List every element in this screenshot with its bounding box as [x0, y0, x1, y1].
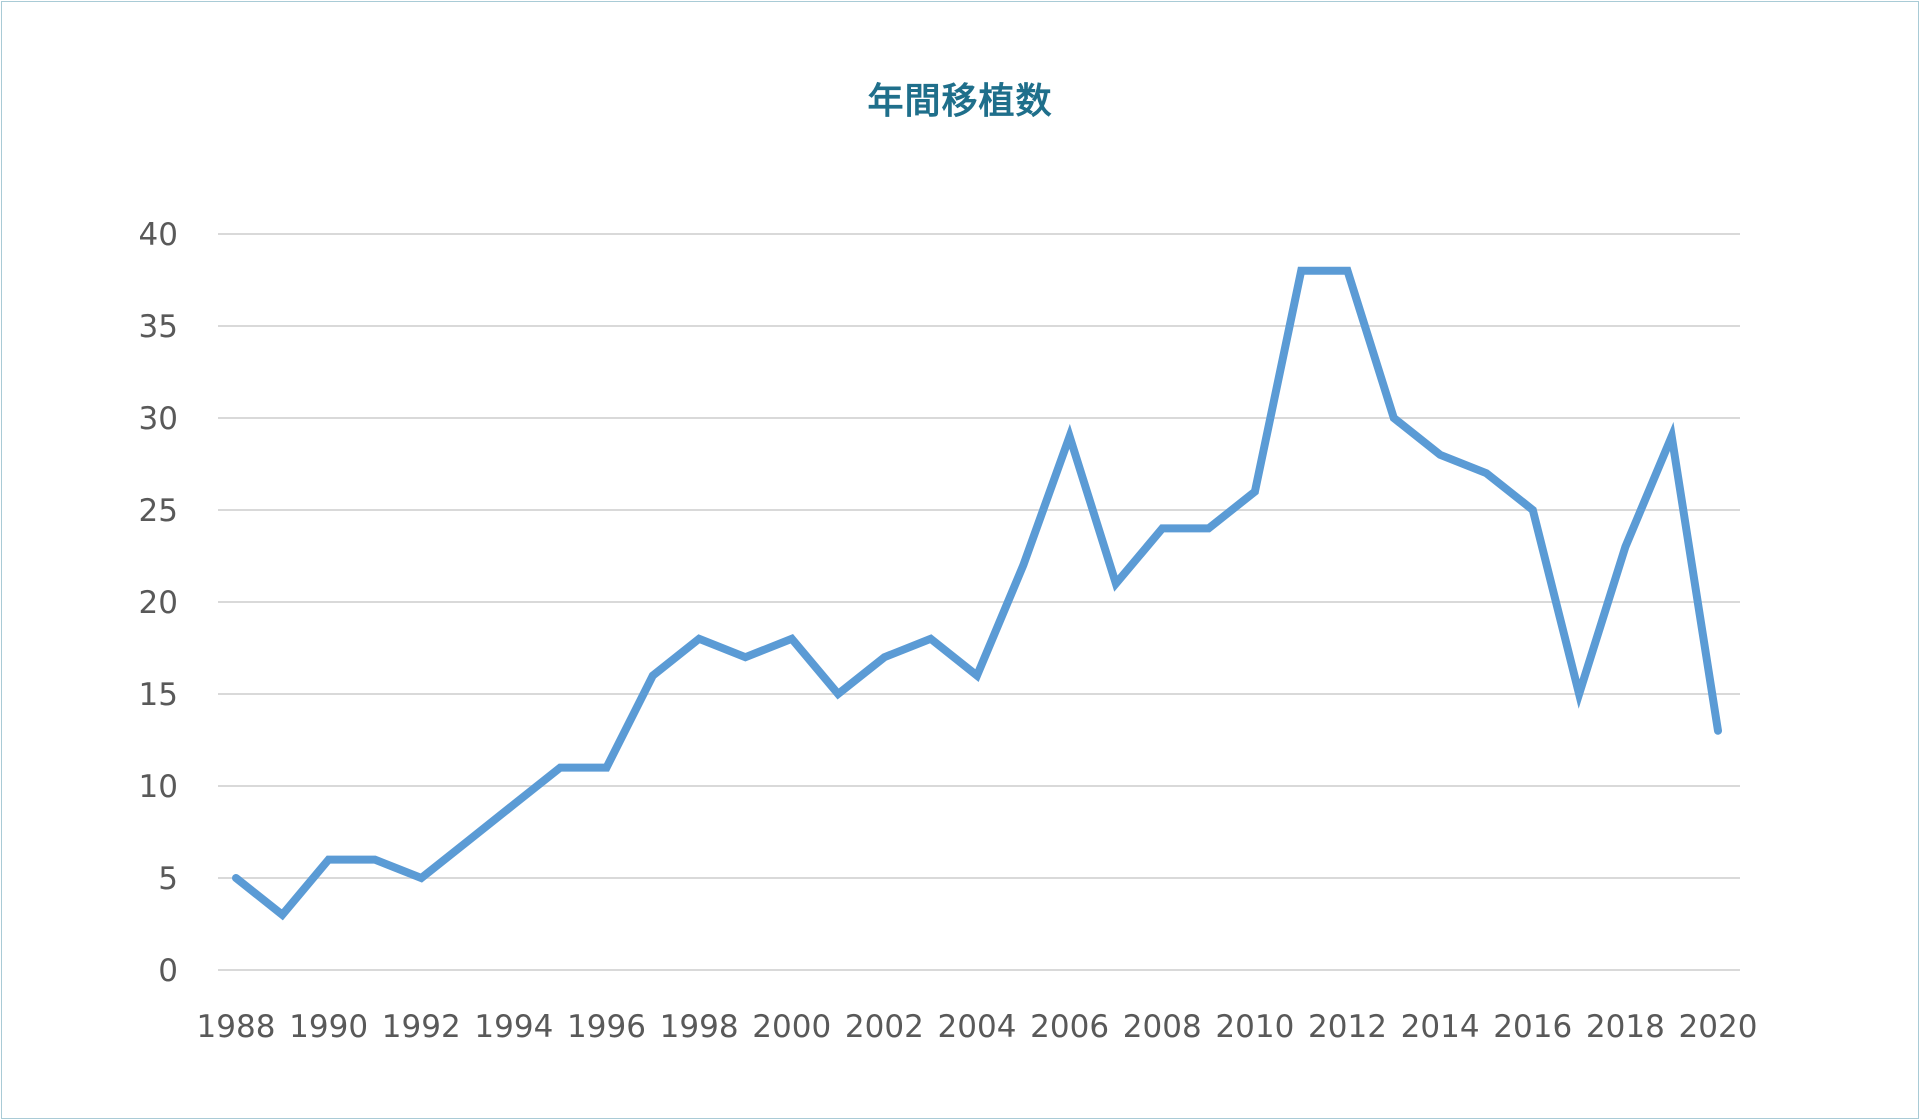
x-tick-label: 1996 [567, 1009, 646, 1045]
y-tick-label: 10 [139, 769, 178, 805]
y-tick-label: 35 [139, 309, 178, 345]
series-group [232, 266, 1722, 921]
x-tick-label: 2018 [1586, 1009, 1665, 1045]
y-tick-label: 25 [139, 493, 178, 529]
x-axis-tick-labels: 1988 1990 1992 1994 1996 1998 2000 2002 2004 2006… [197, 1009, 1758, 1045]
gridlines [218, 233, 1740, 971]
x-tick-label: 1994 [474, 1009, 553, 1045]
y-tick-label: 15 [139, 677, 178, 713]
x-tick-label: 1992 [382, 1009, 461, 1045]
x-tick-label: 2002 [845, 1009, 924, 1045]
x-tick-label: 2006 [1030, 1009, 1109, 1045]
y-tick-label: 0 [158, 953, 178, 989]
y-axis-tick-labels: 0 5 10 15 20 25 30 35 40 [139, 217, 178, 989]
x-tick-label: 2000 [752, 1009, 831, 1045]
x-tick-label: 2008 [1123, 1009, 1202, 1045]
y-tick-label: 20 [139, 585, 178, 621]
x-tick-label: 2016 [1493, 1009, 1572, 1045]
x-tick-label: 1998 [660, 1009, 739, 1045]
y-tick-label: 30 [139, 401, 178, 437]
x-tick-label: 2010 [1215, 1009, 1294, 1045]
x-tick-label: 2004 [938, 1009, 1017, 1045]
y-tick-label: 40 [139, 217, 178, 253]
x-tick-label: 2014 [1401, 1009, 1480, 1045]
x-tick-label: 2020 [1679, 1009, 1758, 1045]
chart-title: 年間移植数 [867, 81, 1053, 122]
series-line [232, 266, 1722, 921]
x-tick-label: 2012 [1308, 1009, 1387, 1045]
x-tick-label: 1990 [289, 1009, 368, 1045]
y-tick-label: 5 [158, 861, 178, 897]
x-tick-label: 1988 [197, 1009, 276, 1045]
